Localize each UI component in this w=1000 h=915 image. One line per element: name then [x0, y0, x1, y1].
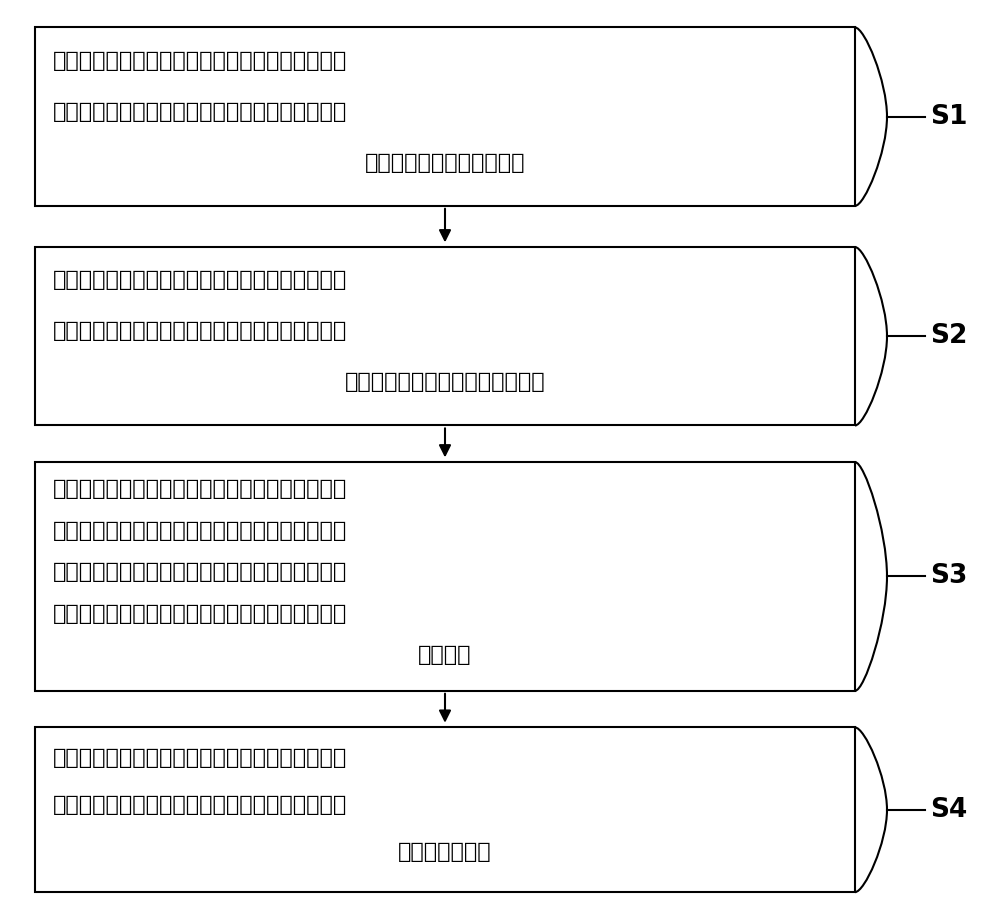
Text: 多级电阻切换时刻的实时转子电流: 多级电阻切换时刻的实时转子电流 — [345, 372, 545, 393]
Text: S3: S3 — [930, 564, 967, 589]
Text: 机是否正常工作: 机是否正常工作 — [398, 842, 492, 862]
Text: 作为标准切除时间，以及获取多级电阻切换时刻的: 作为标准切除时间，以及获取多级电阻切换时刻的 — [53, 102, 347, 122]
Bar — [35, 247, 855, 425]
Bar — [35, 727, 855, 892]
Text: 机启动时，获取多级电阻的实时切除时间，并获取: 机启动时，获取多级电阻的实时切除时间，并获取 — [53, 321, 347, 341]
Text: 出现故障: 出现故障 — [418, 645, 472, 665]
Bar — [35, 27, 855, 206]
Text: 在绕线电机正常工作时，获取多级电阻的切除时间: 在绕线电机正常工作时，获取多级电阻的切除时间 — [53, 50, 347, 70]
Text: 一比较结果，将实时转子电流与标准转子电流进行: 一比较结果，将实时转子电流与标准转子电流进行 — [53, 521, 347, 541]
Text: S2: S2 — [930, 323, 967, 350]
Text: 在多级电阻均切除后，对绕线电机进行三相电流平: 在多级电阻均切除后，对绕线电机进行三相电流平 — [53, 748, 347, 768]
Text: 及第二比较结果判断绕线电机转子串电阻启动是否: 及第二比较结果判断绕线电机转子串电阻启动是否 — [53, 604, 347, 624]
Text: 在绕线电机转子串电阻启动故障检测阶段，绕线电: 在绕线电机转子串电阻启动故障检测阶段，绕线电 — [53, 270, 347, 290]
Text: S1: S1 — [930, 103, 967, 130]
Text: 转子电流作为标准转子电流: 转子电流作为标准转子电流 — [365, 153, 525, 173]
Bar — [35, 462, 855, 691]
Text: 将实时切除时间与标准切除时间进行比较，得到第: 将实时切除时间与标准切除时间进行比较，得到第 — [53, 479, 347, 499]
Text: S4: S4 — [930, 797, 967, 823]
Text: 比较，得到第二比较结果，并根据第一比较结果以: 比较，得到第二比较结果，并根据第一比较结果以 — [53, 563, 347, 582]
Text: 衡比较，根据三相电流平衡比较结果，判断绕线电: 衡比较，根据三相电流平衡比较结果，判断绕线电 — [53, 795, 347, 815]
